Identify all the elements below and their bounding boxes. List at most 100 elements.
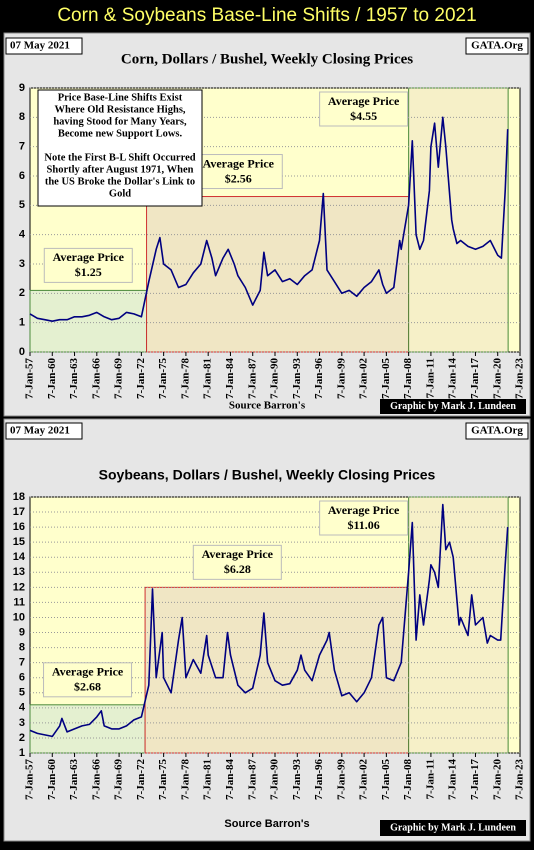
- credit: Graphic by Mark J. Lundeen: [390, 401, 516, 412]
- region-label: Average Price: [202, 547, 274, 561]
- region-label-box: [193, 154, 283, 190]
- region-label: Average Price: [53, 250, 125, 264]
- x-tick-label: 7-Jan-93: [291, 358, 303, 399]
- x-tick-label: 7-Jan-57: [24, 759, 36, 800]
- x-tick-label: 7-Jan-23: [514, 358, 526, 399]
- x-tick-label: 7-Jan-14: [447, 759, 459, 800]
- y-tick-label: 0: [19, 346, 25, 358]
- site: GATA.Org: [471, 40, 523, 52]
- credit: Graphic by Mark J. Lundeen: [390, 822, 516, 833]
- annotation-line: Price Base-Line Shifts Exist: [58, 92, 183, 103]
- y-tick-label: 13: [13, 566, 25, 578]
- y-tick-label: 16: [13, 521, 25, 533]
- x-tick-label: 7-Jan-11: [424, 358, 436, 398]
- annotation-line: the US Broke the Dollar's Link to: [45, 176, 195, 187]
- x-tick-label: 7-Jan-60: [46, 358, 58, 399]
- y-tick-label: 2: [19, 287, 25, 299]
- x-tick-label: 7-Jan-69: [113, 759, 125, 800]
- baseline-region: [144, 586, 410, 754]
- credit-box: [380, 399, 526, 414]
- x-tick-label: 7-Jan-69: [113, 358, 125, 399]
- x-tick-label: 7-Jan-20: [491, 759, 503, 800]
- region-value: $2.56: [225, 171, 252, 185]
- x-tick-label: 7-Jan-60: [46, 759, 58, 800]
- y-tick-label: 11: [13, 596, 25, 608]
- date: 07 May 2021: [10, 40, 70, 52]
- region-label-box: [43, 247, 133, 283]
- y-tick-label: 4: [19, 702, 26, 714]
- x-tick-label: 7-Jan-96: [313, 358, 325, 399]
- x-tick-label: 7-Jan-02: [358, 759, 370, 800]
- y-tick-label: 2: [19, 732, 25, 744]
- chart-title: Corn, Dollars / Bushel, Weekly Closing P…: [121, 51, 413, 67]
- annotation-line: having Stood for Many Years,: [53, 116, 187, 127]
- x-tick-label: 7-Jan-81: [202, 759, 214, 800]
- y-tick-label: 14: [13, 551, 26, 563]
- chart-title: Soybeans, Dollars / Bushel, Weekly Closi…: [99, 467, 436, 483]
- y-tick-label: 5: [19, 199, 25, 211]
- y-tick-label: 6: [19, 170, 25, 182]
- region-label: Average Price: [52, 665, 124, 679]
- region-label: Average Price: [328, 94, 400, 108]
- y-tick-label: 4: [19, 229, 26, 241]
- x-tick-label: 7-Jan-99: [335, 358, 347, 399]
- date-box: [5, 422, 83, 440]
- region-label-box: [192, 544, 282, 580]
- baseline-region: [29, 289, 148, 353]
- y-tick-label: 1: [19, 317, 25, 329]
- region-value: $2.68: [74, 680, 101, 694]
- y-tick-label: 7: [19, 657, 25, 669]
- annotation-box: [37, 89, 203, 207]
- x-tick-label: 7-Jan-08: [402, 759, 414, 800]
- y-tick-label: 10: [13, 611, 25, 623]
- y-tick-label: 18: [13, 491, 25, 503]
- y-tick-label: 9: [19, 82, 25, 94]
- y-tick-label: 1: [19, 747, 25, 759]
- x-tick-label: 7-Jan-87: [246, 358, 258, 399]
- x-tick-label: 7-Jan-05: [380, 759, 392, 800]
- x-tick-label: 7-Jan-90: [269, 759, 281, 800]
- annotation-line: Shortly after August 1971, When: [47, 164, 194, 175]
- y-tick-label: 8: [19, 641, 25, 653]
- x-tick-label: 7-Jan-99: [335, 759, 347, 800]
- x-tick-label: 7-Jan-84: [224, 358, 236, 399]
- y-tick-label: 8: [19, 111, 25, 123]
- y-tick-label: 7: [19, 141, 25, 153]
- x-tick-label: 7-Jan-17: [469, 759, 481, 800]
- price-line: [29, 503, 509, 738]
- x-tick-label: 7-Jan-05: [380, 358, 392, 399]
- credit-box: [380, 820, 526, 836]
- region-label-box: [319, 500, 409, 536]
- region-value: $4.55: [350, 109, 377, 123]
- region-value: $6.28: [224, 562, 251, 576]
- region-label-box: [43, 662, 133, 698]
- region-label: Average Price: [203, 156, 275, 170]
- x-tick-label: 7-Jan-81: [202, 358, 214, 399]
- x-tick-label: 7-Jan-78: [179, 759, 191, 800]
- site-box: [465, 422, 529, 440]
- price-line: [29, 116, 509, 322]
- region-value: $1.25: [75, 265, 102, 279]
- x-tick-label: 7-Jan-96: [313, 759, 325, 800]
- x-tick-label: 7-Jan-20: [491, 358, 503, 399]
- y-tick-label: 3: [19, 717, 25, 729]
- site: GATA.Org: [471, 425, 523, 437]
- annotation-line: Note the First B-L Shift Occurred: [44, 152, 195, 163]
- x-tick-label: 7-Jan-17: [469, 358, 481, 399]
- y-tick-label: 5: [19, 687, 25, 699]
- y-tick-label: 3: [19, 258, 25, 270]
- source: Source Barron's: [229, 400, 306, 412]
- x-tick-label: 7-Jan-57: [24, 358, 36, 399]
- x-tick-label: 7-Jan-63: [68, 759, 80, 800]
- x-tick-label: 7-Jan-87: [246, 759, 258, 800]
- region-label: Average Price: [328, 503, 400, 517]
- annotation-line: Become new Support Lows.: [58, 128, 183, 139]
- x-tick-label: 7-Jan-66: [90, 358, 102, 399]
- x-tick-label: 7-Jan-72: [135, 358, 147, 399]
- x-tick-label: 7-Jan-63: [68, 358, 80, 399]
- x-tick-label: 7-Jan-72: [135, 759, 147, 800]
- x-tick-label: 7-Jan-66: [90, 759, 102, 800]
- x-tick-label: 7-Jan-78: [179, 358, 191, 399]
